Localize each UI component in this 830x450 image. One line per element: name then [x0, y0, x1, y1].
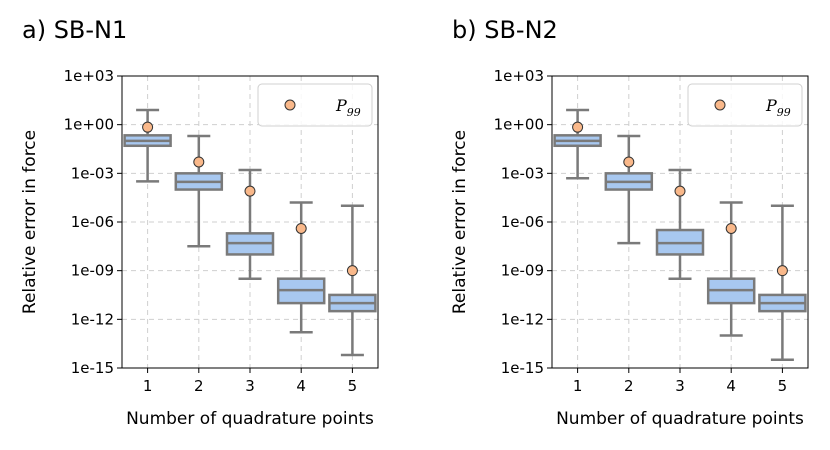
x-tick-label: 2	[624, 377, 634, 395]
box-5	[328, 204, 377, 357]
p99-marker	[346, 265, 358, 277]
y-tick-label: 1e+03	[494, 67, 544, 85]
p99-marker	[142, 121, 154, 133]
box-4	[706, 201, 756, 337]
p99-marker	[295, 222, 307, 234]
box-2	[174, 134, 224, 248]
y-tick-label: 1e-03	[71, 164, 114, 182]
p99-marker	[572, 121, 584, 133]
panel-title: a) SB-N1	[22, 16, 127, 44]
x-tick-label: 3	[675, 377, 685, 395]
y-tick-label: 1e-06	[501, 213, 544, 231]
x-tick-label: 2	[194, 377, 204, 395]
x-axis-label: Number of quadrature points	[556, 409, 804, 429]
x-tick-label: 3	[245, 377, 255, 395]
legend: P99	[687, 83, 803, 127]
p99-marker	[623, 156, 635, 168]
legend: P99	[257, 83, 373, 127]
legend-box	[257, 83, 373, 127]
p99-marker	[776, 265, 788, 277]
chart-panel-1: a) SB-N1 1e+03 1e+00 1e-03 1e-06 1e-09 1e-12 1e…	[20, 16, 379, 429]
box-1	[123, 108, 172, 183]
box-1	[553, 108, 602, 180]
y-tick-label: 1e+03	[64, 67, 114, 85]
x-tick-label: 5	[778, 377, 788, 395]
chart-panel-2: b) SB-N2 1e+03 1e+00 1e-03 1e-06 1e-09 1e-12 1e…	[450, 16, 809, 429]
y-axis-label: Relative error in force	[20, 130, 40, 314]
x-tick-label: 4	[726, 377, 736, 395]
p99-marker	[244, 185, 256, 197]
x-tick-label: 1	[573, 377, 583, 395]
y-tick-label: 1e-09	[501, 262, 544, 280]
box-4	[276, 201, 326, 334]
y-tick-label: 1e+00	[494, 116, 544, 134]
x-axis-label: Number of quadrature points	[126, 409, 374, 429]
y-tick-label: 1e+00	[64, 116, 114, 134]
panel-title: b) SB-N2	[452, 16, 558, 44]
y-tick-label: 1e-12	[501, 310, 544, 328]
y-axis-label: Relative error in force	[450, 130, 470, 314]
legend-marker	[714, 99, 726, 111]
legend-box	[687, 83, 803, 127]
x-tick-label: 4	[296, 377, 306, 395]
y-tick-label: 1e-15	[71, 359, 114, 377]
x-tick-label: 1	[143, 377, 153, 395]
box-2	[604, 134, 654, 245]
p99-marker	[674, 185, 686, 197]
y-tick-label: 1e-15	[501, 359, 544, 377]
y-tick-label: 1e-09	[71, 262, 114, 280]
y-tick-label: 1e-03	[501, 164, 544, 182]
legend-marker	[284, 99, 296, 111]
box-3	[655, 168, 705, 280]
box-3	[225, 168, 275, 280]
p99-marker	[193, 156, 205, 168]
x-tick-label: 5	[348, 377, 358, 395]
p99-marker	[725, 222, 737, 234]
y-tick-label: 1e-12	[71, 310, 114, 328]
y-tick-label: 1e-06	[71, 213, 114, 231]
box-5	[758, 204, 807, 362]
